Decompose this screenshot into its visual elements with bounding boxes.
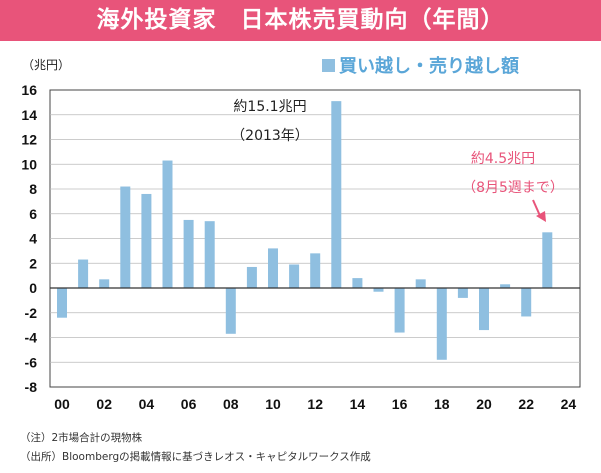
bar	[436, 288, 447, 360]
y-tick-label: 8	[29, 181, 37, 197]
y-tick-label: -8	[25, 379, 38, 395]
x-tick-label: 08	[223, 396, 239, 412]
bar	[78, 259, 89, 288]
bar	[394, 288, 405, 333]
y-tick-label: -6	[25, 354, 38, 370]
legend-label: 買い越し・売り越し額	[339, 56, 519, 77]
y-tick-label: -2	[25, 305, 38, 321]
x-tick-label: 24	[561, 396, 577, 412]
bar	[415, 279, 426, 288]
bar	[521, 288, 532, 317]
x-tick-label: 04	[139, 396, 155, 412]
x-tick-label: 10	[265, 396, 281, 412]
bar	[225, 288, 236, 334]
footnote-note: （注）2市場合計の現物株	[20, 432, 143, 444]
bar	[542, 232, 553, 288]
y-tick-label: 2	[29, 255, 37, 271]
bar	[352, 278, 363, 288]
x-tick-label: 00	[54, 396, 70, 412]
x-tick-label: 12	[307, 396, 323, 412]
y-tick-label: 4	[29, 231, 37, 247]
y-tick-label: 14	[21, 107, 37, 123]
footnotes: （注）2市場合計の現物株 （出所）Bloombergの掲載情報に基づきレオス・キ…	[20, 429, 371, 467]
y-tick-label: -4	[25, 330, 38, 346]
x-tick-label: 02	[96, 396, 112, 412]
bar	[479, 288, 489, 331]
x-tick-label: 16	[392, 396, 408, 412]
bar	[204, 221, 215, 288]
bar	[457, 288, 468, 298]
bar	[373, 288, 384, 292]
bar	[246, 266, 257, 288]
footnote-source: （出所）Bloombergの掲載情報に基づきレオス・キャピタルワークス作成	[20, 451, 371, 463]
bar	[99, 279, 110, 288]
x-tick-label: 18	[434, 396, 450, 412]
bar	[289, 264, 300, 288]
x-tick-label: 22	[518, 396, 534, 412]
y-tick-label: 6	[29, 206, 37, 222]
y-axis-unit-label: （兆円）	[22, 58, 71, 72]
bar	[500, 284, 511, 288]
annotation-2023-period: （8月5週まで）	[462, 180, 564, 196]
chart-title: 海外投資家 日本株売買動向（年間）	[0, 0, 601, 41]
annotation-2013-value: 約15.1兆円	[233, 99, 306, 115]
bar	[57, 288, 67, 318]
x-tick-label: 06	[181, 396, 197, 412]
y-tick-label: 12	[21, 132, 37, 148]
y-tick-label: 10	[21, 156, 37, 172]
annotation-2023-value: 約4.5兆円	[471, 151, 535, 167]
bar	[331, 101, 342, 288]
annotation-arrow-head	[536, 211, 546, 222]
legend-swatch	[322, 58, 335, 72]
bar	[310, 253, 321, 288]
bar	[141, 193, 152, 288]
annotation-2013-year: （2013年）	[231, 128, 309, 144]
bar	[268, 248, 278, 288]
bar	[120, 186, 131, 288]
x-tick-label: 14	[350, 396, 366, 412]
bar	[162, 160, 173, 288]
y-tick-label: 16	[21, 82, 37, 98]
bar	[183, 219, 194, 288]
x-tick-label: 20	[476, 396, 492, 412]
y-tick-label: 0	[29, 280, 37, 296]
legend: 買い越し・売り越し額	[322, 52, 519, 78]
